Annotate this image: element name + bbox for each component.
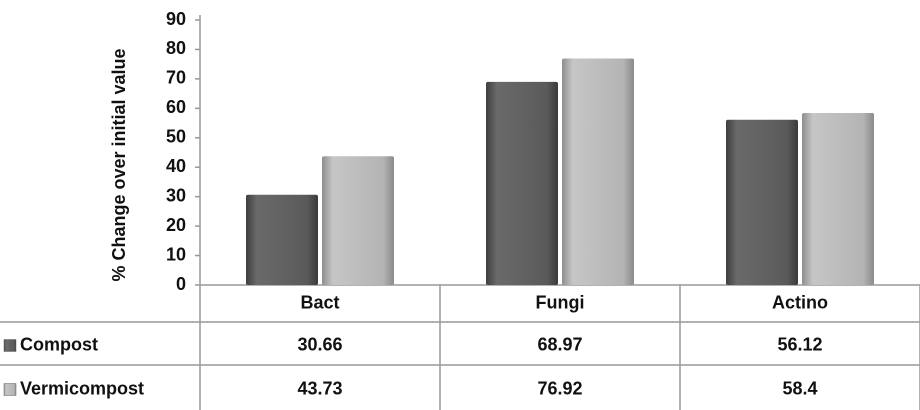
legend-label: Vermicompost xyxy=(20,378,144,398)
y-tick-label: 70 xyxy=(166,68,186,88)
legend-label: Compost xyxy=(20,334,98,354)
legend-swatch xyxy=(3,383,17,396)
x-tick-label: Bact xyxy=(300,292,339,312)
bar xyxy=(562,58,634,285)
bar xyxy=(802,113,874,286)
y-tick-label: 10 xyxy=(166,244,186,264)
y-tick-label: 60 xyxy=(166,97,186,117)
bar xyxy=(322,156,394,285)
x-tick-label: Actino xyxy=(772,292,828,312)
x-tick-label: Fungi xyxy=(536,292,585,312)
table-value: 43.73 xyxy=(297,378,342,398)
y-tick-label: 0 xyxy=(176,274,186,294)
y-tick-label: 40 xyxy=(166,156,186,176)
y-axis-label: % Change over initial value xyxy=(109,48,129,281)
table-value: 76.92 xyxy=(537,378,582,398)
y-tick-label: 20 xyxy=(166,215,186,235)
y-tick-label: 80 xyxy=(166,38,186,58)
table-value: 30.66 xyxy=(297,334,342,354)
table-value: 56.12 xyxy=(777,334,822,354)
table-value: 58.4 xyxy=(782,378,817,398)
bar xyxy=(246,194,318,285)
legend-swatch xyxy=(3,339,17,352)
bar xyxy=(726,119,798,285)
table-value: 68.97 xyxy=(537,334,582,354)
bar xyxy=(486,81,558,286)
y-tick-label: 30 xyxy=(166,185,186,205)
y-tick-label: 90 xyxy=(166,9,186,29)
y-tick-label: 50 xyxy=(166,127,186,147)
